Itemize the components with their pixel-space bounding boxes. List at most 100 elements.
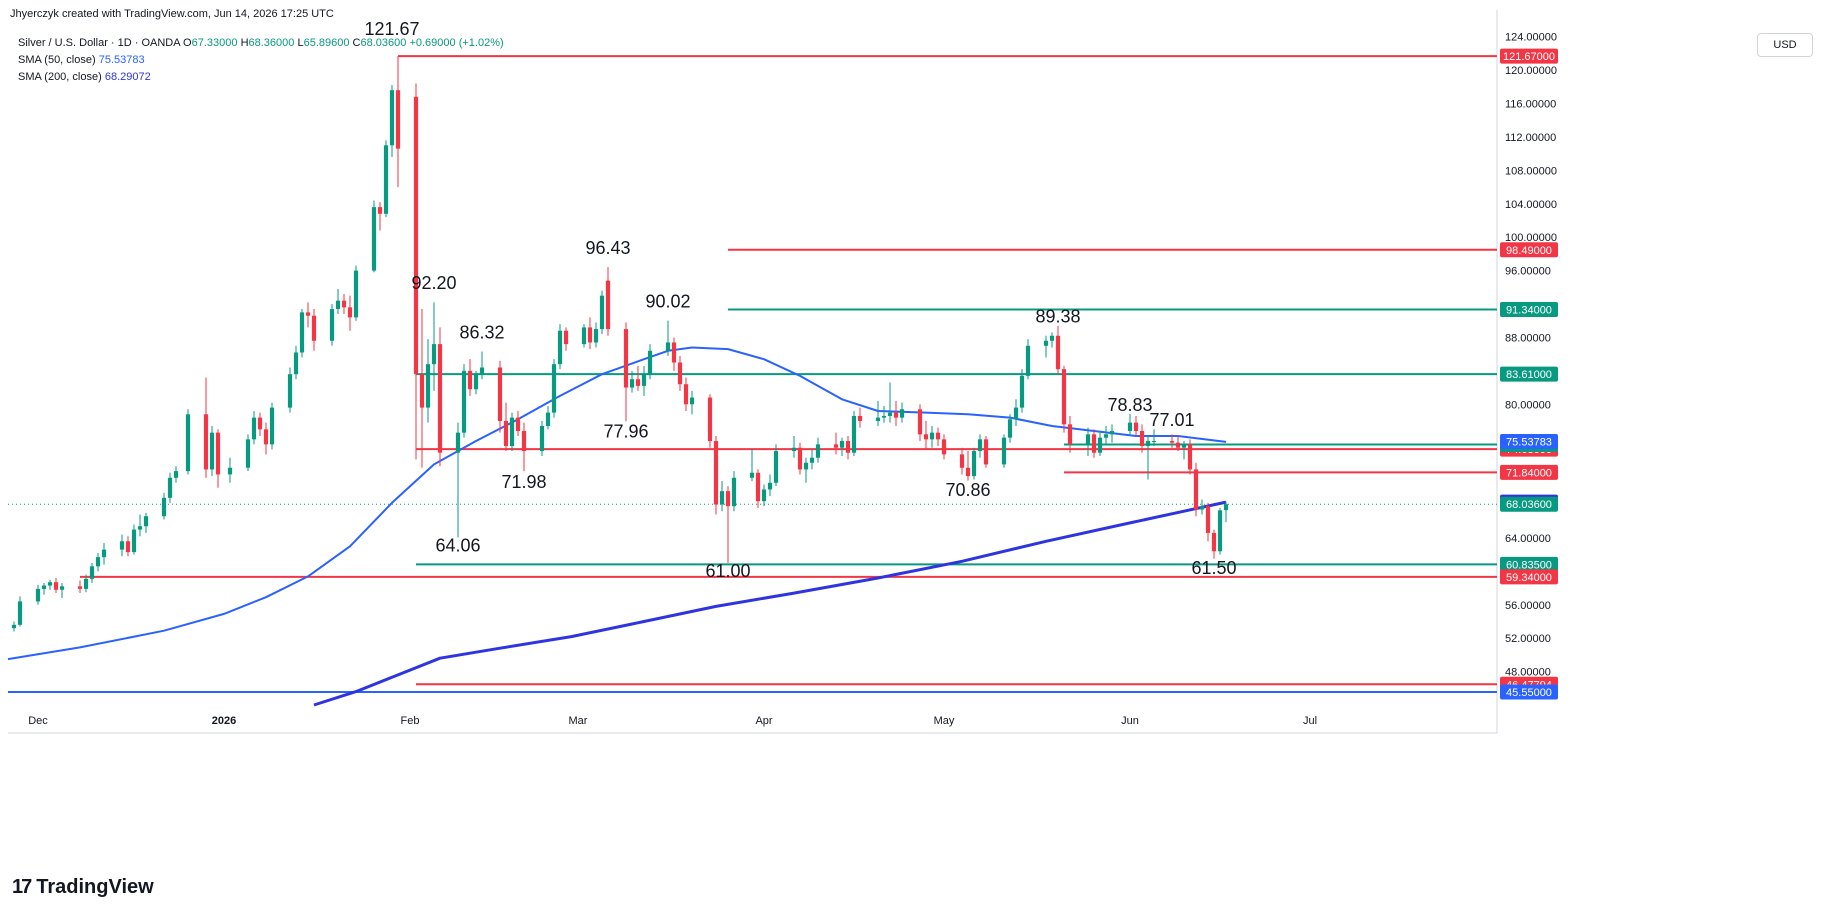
candle [1133,415,1139,437]
candle [917,404,923,442]
currency-selector[interactable]: USD [1757,33,1813,57]
price-axis: 48.00000 52.00000 56.00000 64.00000 80.00000… [1505,32,1557,679]
candle [53,578,59,594]
time-tick-label: Jul [1303,715,1317,727]
candle [707,394,713,448]
time-tick-label: Feb [401,715,420,727]
candle [257,412,263,437]
candle [761,484,767,507]
high-value: 68.36000 [248,37,295,49]
candle [203,377,209,478]
candle [299,309,305,358]
price-tick-label: 80.00000 [1505,399,1551,411]
candle [497,360,503,433]
candle [599,290,605,335]
candle [959,447,965,475]
price-tick-label: 124.00000 [1505,32,1557,44]
candle [329,304,335,346]
candle [689,390,695,415]
candle [35,584,41,605]
candle [89,562,95,584]
candle [503,402,509,452]
candle [1025,339,1031,380]
candle [413,83,419,460]
candle [875,400,881,426]
tradingview-brand[interactable]: 17 TradingView [12,876,154,899]
candle [605,267,611,336]
candle [971,447,977,480]
price-tick-label: 104.00000 [1505,199,1557,211]
price-tag: 83.61000 [1500,366,1558,382]
candle [437,327,443,467]
legend: Silver / U.S. Dollar · 1D · OANDA O67.33… [18,35,504,86]
price-tick-label: 48.00000 [1505,667,1551,679]
symbol-row[interactable]: Silver / U.S. Dollar · 1D · OANDA O67.33… [18,35,504,52]
candle [941,434,947,460]
price-tag-label: 45.55000 [1506,687,1552,699]
price-tag: 60.83500 [1500,556,1558,572]
time-axis: Dec 2026 Feb Mar Apr May Jun Jul [28,715,1317,727]
candle [1067,415,1073,453]
candle [731,471,737,512]
time-tick-label: May [934,715,955,727]
sma200-label: SMA (200, close) [18,71,102,83]
sma200-value: 68.29072 [104,71,151,83]
annotation-label: 86.32 [459,322,504,342]
candle [47,579,53,590]
brand-name: TradingView [36,876,154,898]
candle [1091,429,1097,458]
candle [17,596,23,627]
candle [587,317,593,350]
price-tag-label: 71.84000 [1506,467,1552,479]
candle [899,402,905,423]
candle [893,400,899,426]
high-label: H [240,37,249,49]
candle [803,457,809,483]
candle [1175,436,1181,452]
candle [1139,424,1145,453]
candle [1223,501,1229,523]
sma50-row[interactable]: SMA (50, close) 75.53783 [18,52,504,69]
price-tag-label: 60.83500 [1506,559,1552,571]
axis-frame [8,10,1498,734]
price-annotations: 121.67 92.20 86.32 71.98 64.06 96.43 90.02 77.9… [364,19,1236,581]
candle [671,337,677,371]
candle [539,420,545,457]
candle [419,309,425,468]
candle [1061,365,1067,433]
price-tag-label: 59.34000 [1506,572,1552,584]
candle [377,202,383,231]
candle [1187,439,1193,475]
candle [41,583,47,595]
candle [101,542,107,565]
price-tag-label: 83.61000 [1506,369,1552,381]
candle [1097,431,1103,457]
time-tick-label: 2026 [212,715,236,727]
candle [269,402,275,450]
price-tick-label: 100.00000 [1505,232,1557,244]
candle [521,422,527,472]
price-tick-label: 56.00000 [1505,600,1551,612]
price-tag: 68.03600 [1500,496,1558,512]
tradingview-logo-icon: 17 [12,876,32,898]
candle [1007,414,1013,443]
annotation-label: 92.20 [411,273,456,293]
annotation-label: 89.38 [1035,306,1080,326]
candle [95,552,101,572]
candle [545,405,551,430]
annotation-label: 71.98 [501,472,546,492]
price-tick-label: 112.00000 [1505,132,1556,144]
price-tag-label: 121.67000 [1503,51,1555,63]
annotation-label: 78.83 [1107,395,1152,415]
horizontal-levels [8,55,1497,694]
candle [623,322,629,422]
candle [887,382,893,423]
candle [347,295,353,331]
candle [263,422,269,455]
candle [143,512,149,533]
candle [1109,424,1115,443]
candle [845,436,851,460]
candle [119,534,125,557]
sma200-row[interactable]: SMA (200, close) 68.29072 [18,69,504,86]
